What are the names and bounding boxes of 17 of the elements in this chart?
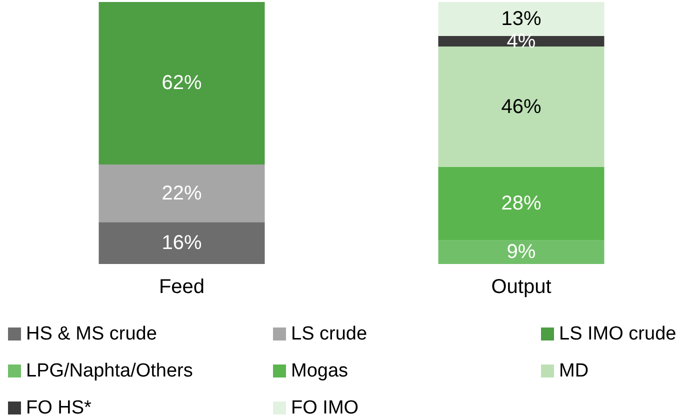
- data-label: 9%: [506, 241, 536, 264]
- data-label: 62%: [162, 72, 202, 94]
- legend-label: Mogas: [291, 360, 348, 382]
- legend-label: LPG/Naphta/Others: [26, 360, 193, 382]
- legend-label: HS & MS crude: [26, 324, 157, 344]
- legend-label: LS crude: [291, 324, 368, 344]
- x-tick-label: Output: [491, 276, 552, 298]
- legend-label: LS IMO crude: [559, 324, 676, 344]
- data-label: 28%: [501, 192, 542, 215]
- data-label: 46%: [501, 96, 542, 118]
- x-tick-label: Feed: [158, 276, 205, 298]
- data-label: 22%: [162, 182, 202, 204]
- legend-label: MD: [559, 360, 589, 382]
- data-label: 13%: [501, 8, 542, 30]
- data-label: 16%: [162, 232, 202, 254]
- legend-label: FO HS*: [26, 398, 92, 418]
- legend-label: FO IMO: [291, 398, 359, 418]
